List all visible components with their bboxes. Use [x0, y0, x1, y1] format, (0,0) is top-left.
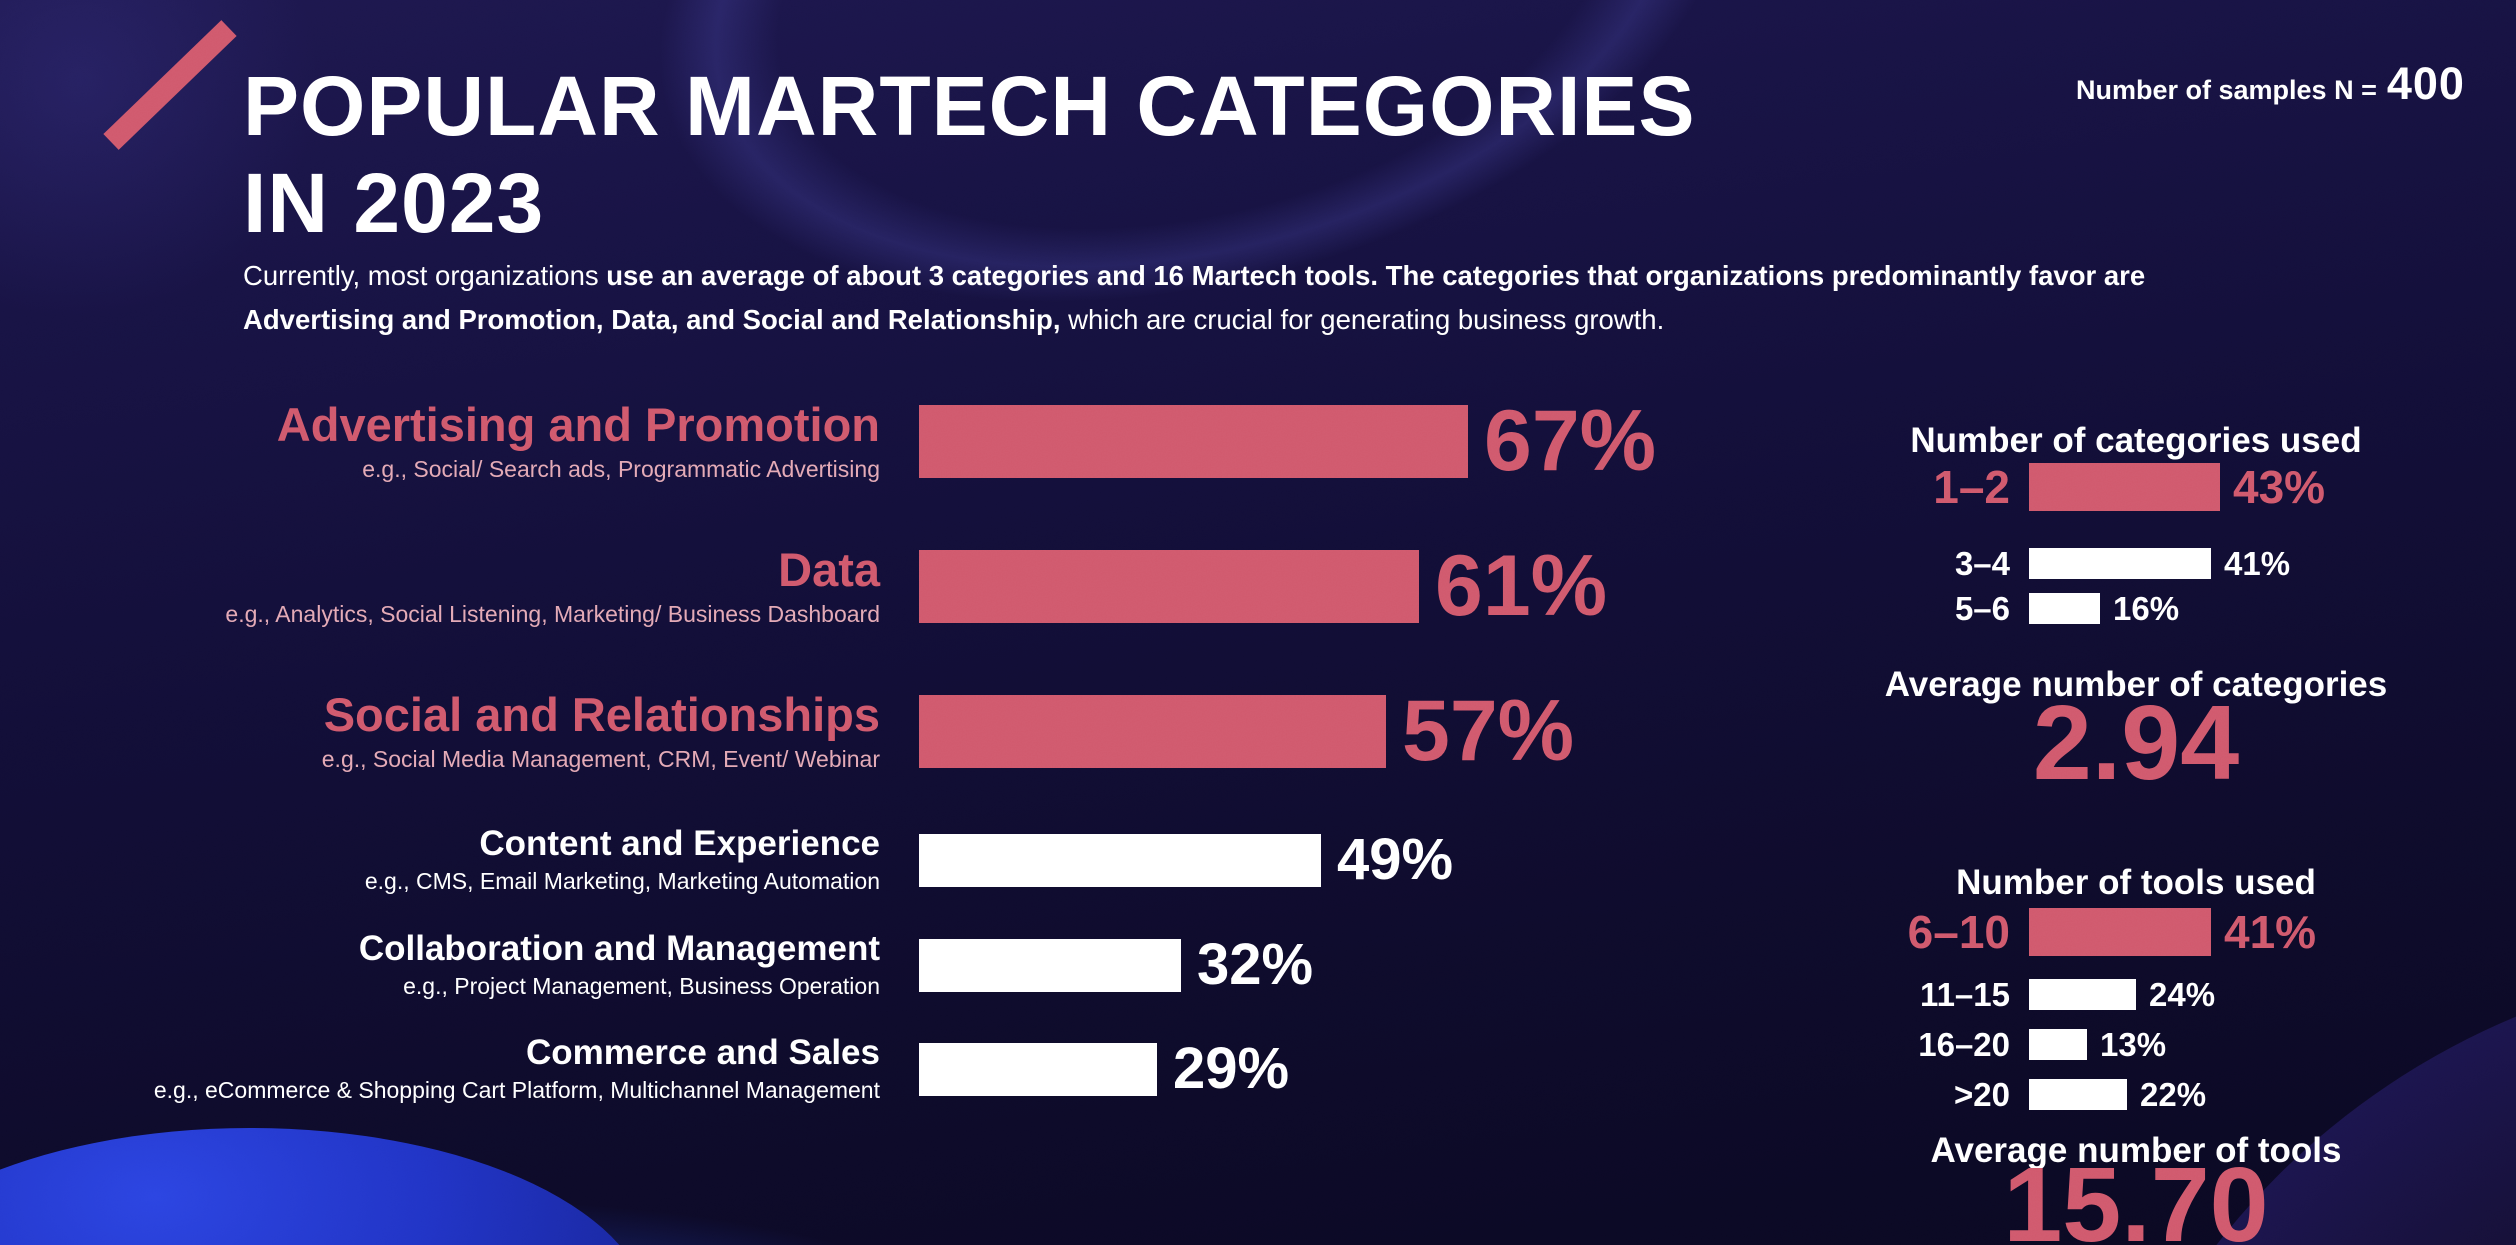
side-row-label: 1–2	[1933, 461, 2010, 513]
side-row: 1–2 43%	[1860, 463, 2325, 511]
side-row-value: 16%	[2113, 590, 2180, 627]
side-row: 16–20 13%	[1860, 1026, 2167, 1063]
side-row: 3–4 41%	[1860, 545, 2291, 582]
side-row-label: 5–6	[1954, 590, 2010, 627]
avg-categories-value: 2.94	[2032, 684, 2240, 802]
side-row-value: 24%	[2149, 976, 2216, 1013]
side-row-bar	[2029, 1079, 2127, 1110]
tools-used-title: Number of tools used	[1956, 863, 2316, 903]
side-row-bar	[2029, 463, 2220, 511]
side-row-label: 16–20	[1918, 1026, 2010, 1063]
side-row-value: 41%	[2224, 545, 2291, 582]
side-row-label: 11–15	[1920, 976, 2010, 1013]
side-row-value: 41%	[2224, 906, 2317, 958]
side-row-label: >20	[1954, 1076, 2010, 1113]
side-row-label: 6–10	[1907, 906, 2010, 958]
side-row-bar	[2029, 548, 2211, 579]
side-row-bar	[2029, 593, 2100, 624]
side-row: >20 22%	[1860, 1076, 2207, 1113]
avg-tools-value: 15.70	[2003, 1146, 2269, 1245]
side-row: 11–15 24%	[1860, 976, 2216, 1013]
side-row-value: 22%	[2140, 1076, 2207, 1113]
side-row-label: 3–4	[1954, 545, 2010, 582]
side-row-value: 43%	[2233, 461, 2326, 513]
side-row: 6–10 41%	[1860, 908, 2316, 956]
side-row-value: 13%	[2100, 1026, 2167, 1063]
side-row-bar	[2029, 979, 2136, 1010]
side-row-bar	[2029, 1029, 2087, 1060]
side-row-bar	[2029, 908, 2211, 956]
side-row: 5–6 16%	[1860, 590, 2180, 627]
categories-used-title: Number of categories used	[1910, 421, 2362, 461]
